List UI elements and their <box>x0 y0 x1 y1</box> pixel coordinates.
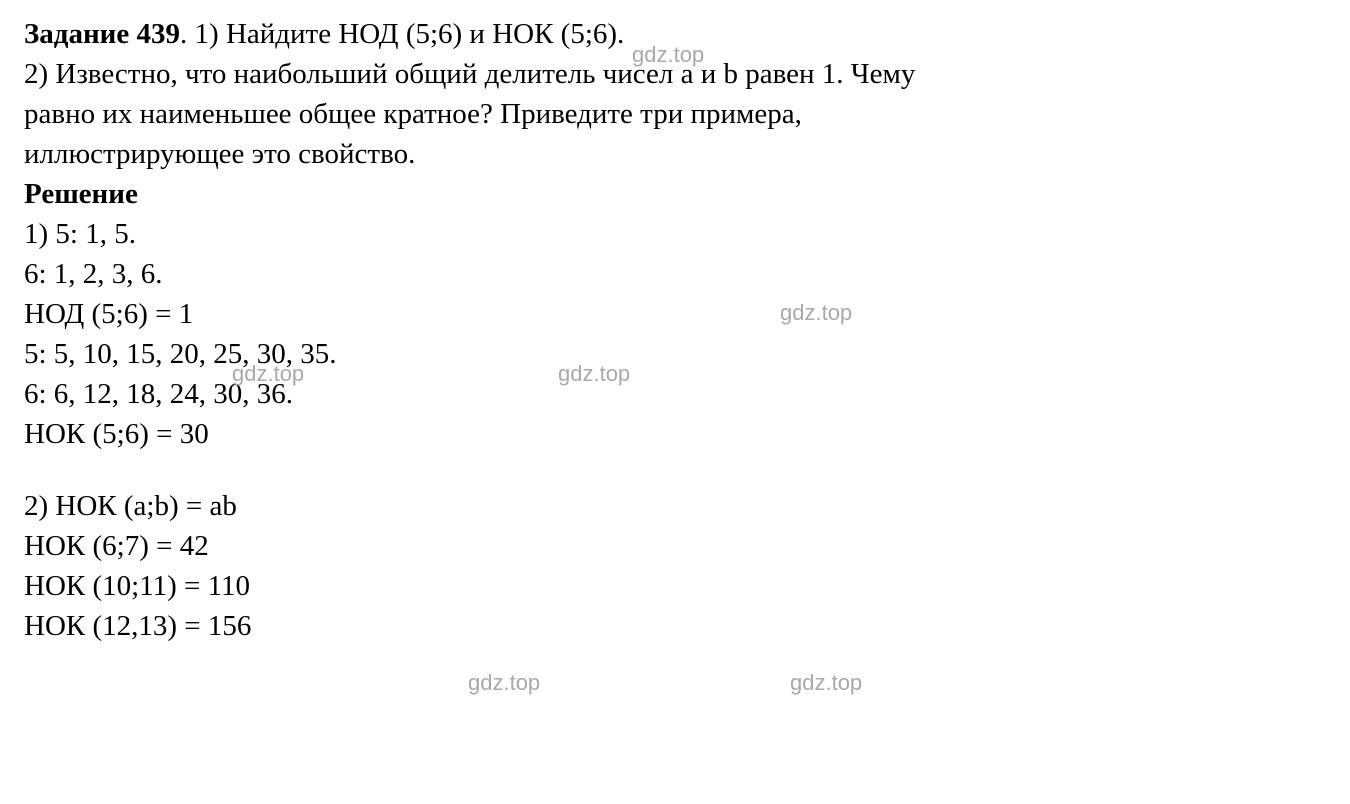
solution-p2-l2: НОК (6;7) = 42 <box>24 526 1326 566</box>
problem-line-2: 2) Известно, что наибольший общий делите… <box>24 54 1326 94</box>
problem-line-1: Задание 439. 1) Найдите НОД (5;6) и НОК … <box>24 14 1326 54</box>
solution-p1-l2: 6: 1, 2, 3, 6. <box>24 254 1326 294</box>
solution-p1-l1: 1) 5: 1, 5. <box>24 214 1326 254</box>
problem-line-4: иллюстрирующее это свойство. <box>24 134 1326 174</box>
solution-heading: Решение <box>24 174 1326 214</box>
section-spacer <box>24 454 1326 486</box>
solution-p1-l3: НОД (5;6) = 1 <box>24 294 1326 334</box>
problem-label: Задание 439 <box>24 18 180 50</box>
watermark-text: gdz.top <box>790 668 862 698</box>
solution-p2-l3: НОК (10;11) = 110 <box>24 566 1326 606</box>
solution-p1-l6: НОК (5;6) = 30 <box>24 414 1326 454</box>
watermark-text: gdz.top <box>468 668 540 698</box>
solution-p2-l1: 2) НОК (a;b) = ab <box>24 486 1326 526</box>
solution-p1-l4: 5: 5, 10, 15, 20, 25, 30, 35. <box>24 334 1326 374</box>
solution-p1-l5: 6: 6, 12, 18, 24, 30, 36. <box>24 374 1326 414</box>
solution-p2-l4: НОК (12,13) = 156 <box>24 606 1326 646</box>
problem-part1: . 1) Найдите НОД (5;6) и НОК (5;6). <box>180 18 624 50</box>
problem-line-3: равно их наименьшее общее кратное? Приве… <box>24 94 1326 134</box>
